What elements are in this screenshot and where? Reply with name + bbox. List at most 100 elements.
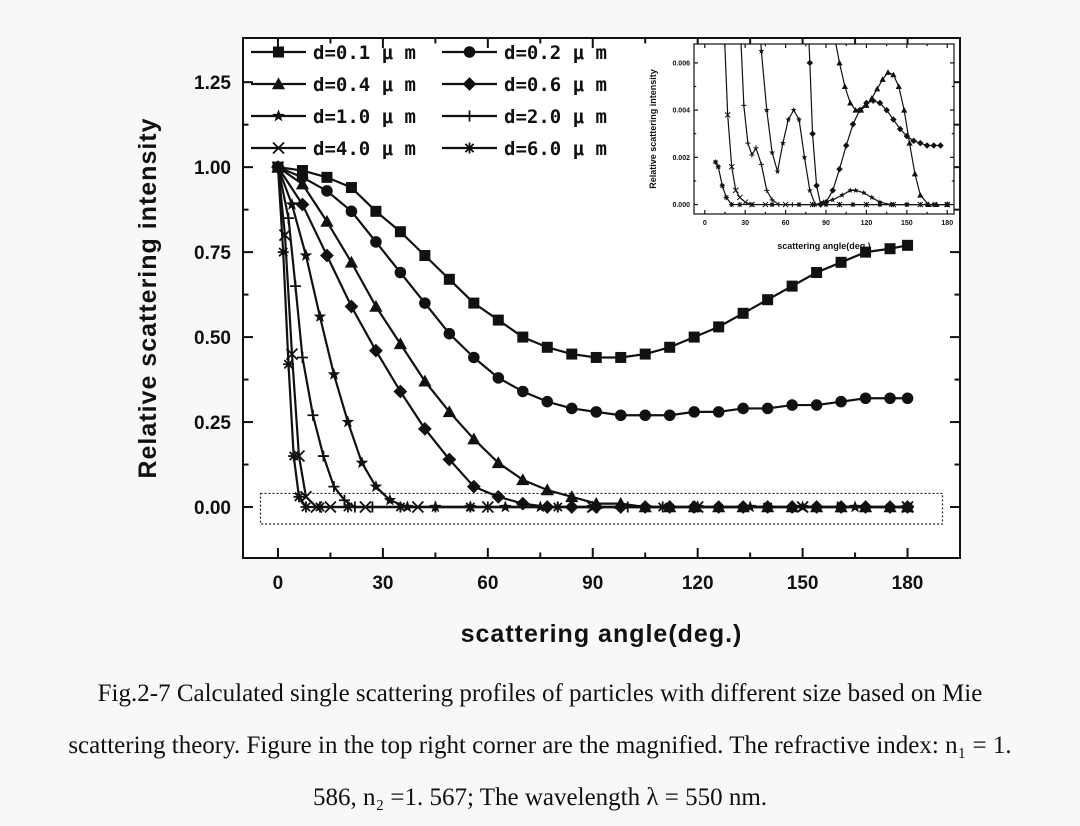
marker-shape [341,415,355,428]
inset-series-d-0.6-m-point [883,106,890,114]
main-series-d-0.4-m-point [516,473,530,486]
main-x-axis-title: scattering angle(deg.) [461,620,743,648]
marker-shape [288,450,300,462]
main-series-d-1.0-m-point [285,197,299,210]
marker-shape [823,201,829,208]
marker-shape [295,197,310,212]
main-series-d-0.4-m-point [467,432,481,445]
marker-shape [902,239,914,251]
inset-series-d-0.4-m-point [906,140,913,146]
marker-shape [796,201,802,208]
main-series-d-0.1-m-point [639,348,651,360]
main-series-d-0.2-m-point [688,406,700,418]
marker-shape [810,399,823,411]
legend-item-d-0.2-m-label: d=0.2 μ m [504,42,607,64]
main-series-d-6.0-m-point [288,450,300,462]
marker-shape [492,372,505,384]
main-series-d-6.0-m-point [394,501,406,513]
main-series-d-0.1-m-point [902,239,914,251]
marker-shape [418,374,432,387]
marker-shape [917,139,924,147]
inset-series-d-6.0-m-point [719,183,725,189]
marker-shape [931,201,937,208]
main-series-d-0.4-m-point [320,214,334,227]
inset-series-d-0.6-m-point [869,97,877,104]
marker-shape [801,154,808,160]
marker-shape [517,331,529,343]
main-series-d-0.2-m-point [786,399,798,411]
inset-series-d-0.4-m-point [874,85,881,92]
marker-shape [742,199,749,206]
marker-shape [829,196,836,203]
marker-shape [820,199,827,205]
marker-shape [883,106,890,114]
inset-series-d-0.4-m-point [890,71,897,78]
marker-shape [314,501,326,513]
inset-series-d-4.0-m-point [742,199,749,206]
marker-shape [442,452,457,467]
main-series-d-0.6-m-point [466,479,481,494]
inset-series-d-1.0-m-point [758,47,765,54]
marker-shape [849,121,857,128]
marker-shape [344,299,359,314]
main-series-d-0.1-m-point [860,246,872,258]
main-series-d-1.0-m-point [327,367,341,380]
main-xtick-label: 90 [582,573,603,594]
marker-shape [565,490,579,503]
marker-shape [923,142,931,149]
legend-item-d-0.1-m-label: d=0.1 μ m [313,42,416,64]
legend-item-d-2.0-m-label: d=2.0 μ m [504,106,607,128]
marker-shape [369,480,383,492]
marker-shape [342,501,354,513]
marker-shape [417,421,432,436]
inset-series-d-0.6-m-point [917,139,924,147]
marker-shape [313,310,327,323]
inset-series-d-4.0-m-point [732,187,739,194]
inset-series-d-0.6-m-point [849,121,857,128]
marker-shape [491,456,505,469]
marker-shape [728,163,735,170]
main-series-d-0.2-m-point [663,409,676,422]
main-ytick-label: 1.25 [194,73,231,94]
marker-shape [753,145,759,151]
marker-shape [712,406,725,418]
inset-series-d-0.6-m-point [930,142,938,149]
marker-shape [896,125,904,133]
marker-shape [327,367,341,380]
legend-item-d-6.0-m: d=6.0 μ m [442,138,607,160]
inset-series-d-0.6-m-point [842,142,850,149]
legend-item-d-0.4-m: d=0.4 μ m [251,74,416,96]
marker-shape [289,280,301,292]
inset-series-d-6.0-m-point [729,201,735,208]
legend-item-d-2.0-m-marker [464,110,475,122]
inset-series-d-6.0-m [712,159,950,208]
marker-shape [344,255,359,268]
marker-shape [383,493,397,506]
main-series-d-0.4-m-point [369,299,383,312]
inset-series-d-6.0-m-point [944,201,950,208]
main-series-d-0.6-m-point [442,452,457,467]
marker-shape [724,111,731,118]
inset-series-d-1.0-m-point [801,154,808,160]
marker-shape [466,479,481,494]
marker-shape [786,399,798,411]
marker-shape [464,501,476,513]
main-series-d-0.4-m-point [418,374,432,387]
inset-series-d-0.6-m-point [890,116,897,123]
marker-shape [847,187,854,193]
inset-xtick-label: 180 [941,220,953,227]
main-series-d-0.2-m-point [884,392,896,405]
legend-item-d-0.4-m-marker [271,77,286,90]
legend-item-d-4.0-m-marker [272,141,285,155]
main-xtick-label: 120 [682,573,714,594]
inset-series-d-1.0-m-point [847,187,854,193]
marker-shape [345,205,358,218]
main-series-d-2.0-m-point [307,409,319,421]
marker-shape [903,132,911,140]
inset-series-d-2.0-m-point [753,145,759,151]
marker-shape [884,392,896,405]
marker-shape [835,395,847,408]
main-series-d-0.2-m-point [517,385,529,398]
main-ytick-label: 0.25 [194,413,231,434]
marker-shape [729,201,735,208]
